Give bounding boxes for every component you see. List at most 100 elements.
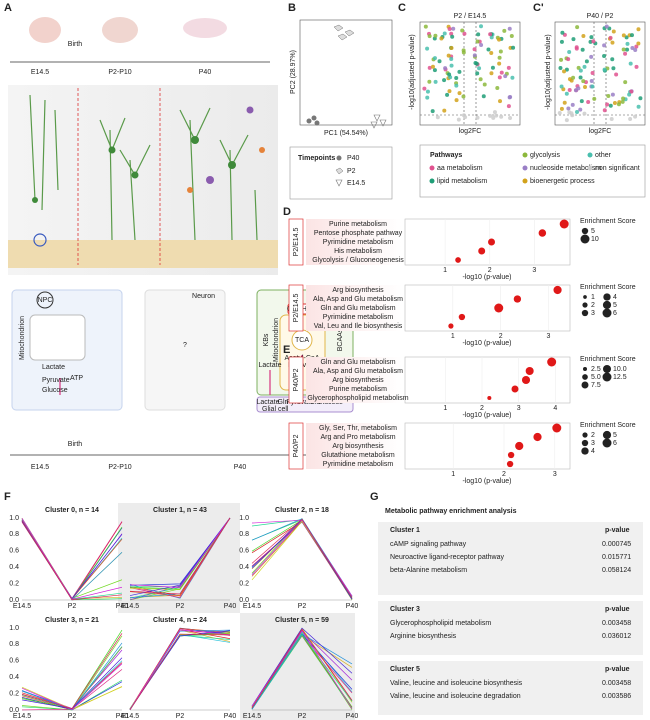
cluster-title: Cluster 1, n = 43: [153, 507, 207, 514]
panel-label: G: [370, 491, 379, 503]
size-legend-label: 7.5: [591, 382, 601, 389]
decorative-dot: [634, 44, 639, 49]
x-tick-label: 3: [517, 405, 521, 412]
decorative-dot: [567, 110, 572, 115]
decorative-dot: [625, 47, 630, 52]
timeline-label: Birth: [68, 41, 83, 48]
decorative-dot: [564, 91, 569, 96]
box-label: BCAAs: [337, 328, 344, 351]
panel-label: C: [398, 2, 406, 14]
decorative-dot: [508, 115, 513, 120]
size-legend-label: 2: [591, 432, 595, 439]
enrichment-dot: [533, 432, 542, 442]
decorative-line: [21, 520, 123, 600]
decorative-dot: [582, 111, 587, 116]
x-tick-label: 1: [451, 471, 455, 478]
decorative-line: [21, 518, 123, 600]
decorative-dot: [462, 31, 467, 36]
decorative-dot: [602, 43, 607, 48]
decorative-dot: [446, 53, 451, 58]
plot-frame: [404, 218, 571, 266]
decorative-dot: [499, 114, 504, 119]
timeline-label: E14.5: [31, 69, 49, 76]
size-legend-label: 6: [613, 310, 617, 317]
x-tick-label: 2: [502, 471, 506, 478]
decorative-dot: [509, 33, 514, 38]
x-tick-label: E14.5: [243, 713, 261, 720]
panel-label: E: [283, 344, 290, 356]
pathway-name: Valine, leucine and isoleucine biosynthe…: [390, 680, 523, 687]
legend-entry: aa metabolism: [437, 165, 483, 172]
decorative-line: [21, 520, 123, 600]
enrichment-dot: [521, 375, 531, 385]
timeline-label: E14.5: [31, 464, 49, 471]
pathway-name: Valine, leucine and isoleucine degradati…: [390, 693, 521, 700]
decorative-line: [21, 518, 123, 601]
p-value: 0.000745: [602, 541, 631, 548]
decorative-dot: [578, 107, 583, 112]
cluster-title: Cluster 3, n = 21: [45, 617, 99, 624]
decorative-dot: [497, 75, 502, 80]
pathway-name: Pyrimidine metabolism: [323, 314, 394, 321]
decorative-dot: [442, 108, 447, 113]
decorative-dot: [482, 82, 487, 87]
decorative-line: [251, 627, 353, 707]
decorative-dot: [592, 96, 597, 101]
decorative-line: [251, 520, 353, 597]
box-label: KBs: [263, 333, 270, 346]
decorative-dot: [636, 41, 641, 46]
decorative-dot: [581, 33, 586, 38]
size-legend-dot: [581, 447, 589, 455]
enrichment-dot: [515, 441, 524, 451]
group-label: P40/P2: [293, 368, 300, 391]
axis-label: -log10 (p-value): [462, 274, 511, 281]
box-label: TCA: [295, 337, 309, 344]
decorative-dot: [571, 37, 576, 42]
decorative-line: [21, 520, 123, 601]
p-value: 0.015771: [602, 554, 631, 561]
enrichment-dot: [478, 247, 486, 255]
decorative-dot: [492, 110, 497, 115]
box-label: ATP: [70, 375, 83, 382]
decorative-dot: [608, 103, 613, 108]
p-value: 0.003586: [602, 693, 631, 700]
enrichment-dot: [506, 460, 514, 468]
size-legend-dot: [581, 381, 589, 389]
list-bg: [306, 357, 402, 403]
enrichment-dot: [553, 285, 562, 295]
decorative-dot: [602, 67, 607, 72]
box-label: Glial cell: [262, 406, 289, 413]
panel-label: A: [4, 2, 12, 14]
panel-label: D: [283, 206, 291, 218]
decorative-dot: [427, 34, 432, 39]
x-tick-label: P2: [68, 603, 77, 610]
decorative-dot: [457, 69, 462, 74]
x-tick-label: P2: [176, 713, 185, 720]
x-tick-label: P40: [224, 713, 237, 720]
pathway-name: beta-Alanine metabolism: [390, 567, 467, 574]
x-tick-label: P40: [116, 603, 129, 610]
decorative-dot: [576, 86, 581, 91]
decorative-dot: [579, 99, 584, 104]
pathway-name: cAMP signaling pathway: [390, 541, 467, 548]
enrichment-dot: [525, 366, 534, 376]
decorative-dot: [497, 55, 502, 60]
decorative-dot: [590, 71, 595, 76]
decorative-dot: [604, 24, 609, 29]
decorative-dot: [507, 26, 512, 31]
decorative-dot: [422, 86, 427, 91]
legend-entry: lipid metabolism: [437, 178, 487, 185]
decorative-dot: [497, 61, 502, 66]
timeline-label: P40: [234, 464, 247, 471]
decorative-dot: [477, 66, 482, 71]
decorative-dot: [437, 59, 442, 64]
y-tick-label: 1.0: [239, 515, 249, 522]
decorative-dot: [590, 84, 595, 89]
decorative-dot: [488, 32, 493, 37]
box-symbol: ?: [183, 342, 187, 349]
decorative-dot: [583, 84, 588, 89]
decorative-line: [251, 520, 353, 599]
enrichment-dot: [455, 257, 461, 263]
decorative-line: [251, 521, 353, 600]
decorative-line: [251, 629, 353, 709]
